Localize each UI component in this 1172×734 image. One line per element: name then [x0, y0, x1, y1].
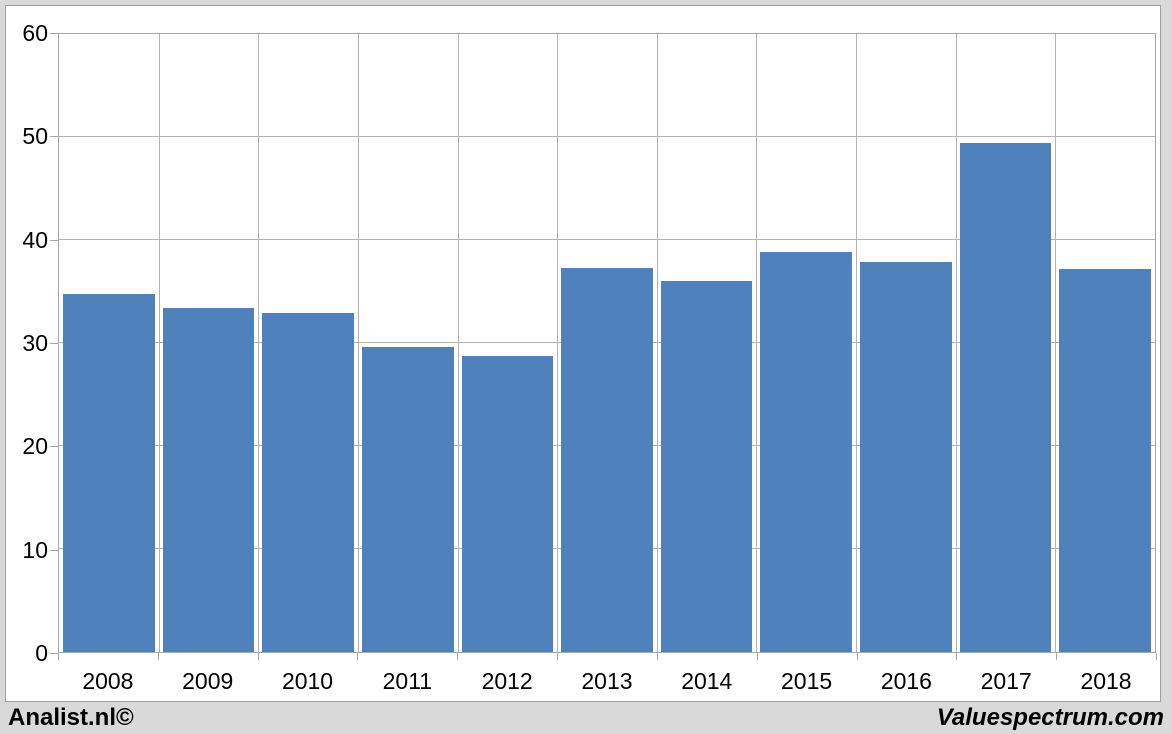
footer-brand-analist: Analist.nl©	[8, 704, 134, 731]
bar-2013	[561, 267, 653, 652]
gridline-vertical	[656, 34, 658, 652]
x-tick-mark	[756, 653, 758, 660]
y-tick-label: 40	[22, 226, 48, 253]
x-tick-mark	[1156, 653, 1157, 660]
y-tick-label: 30	[22, 330, 48, 356]
bar-slot-2008	[59, 34, 159, 652]
bar-2008	[63, 293, 155, 652]
gridline-vertical	[158, 34, 160, 652]
plot-area	[58, 33, 1156, 653]
x-tick-label-2017: 2017	[980, 668, 1032, 694]
x-tick-label-2013: 2013	[581, 668, 633, 694]
bar-slot-2015	[756, 34, 856, 652]
gridline-vertical	[357, 34, 359, 652]
y-tick-mark	[50, 653, 58, 654]
bar-2012	[461, 356, 554, 652]
y-tick-label: 20	[22, 433, 48, 460]
bar-2016	[860, 261, 952, 652]
bar-2018	[1059, 268, 1152, 652]
footer-brand-valuespectrum: Valuespectrum.com	[936, 704, 1164, 731]
y-tick-label: 10	[22, 536, 48, 563]
x-tick-mark	[58, 653, 59, 660]
x-tick-mark	[1056, 653, 1058, 660]
chart-canvas: 0 10 20 30 40 50 60 2008 2009 2010 2011 2012 2013 20…	[5, 5, 1161, 702]
y-tick-mark	[50, 239, 58, 241]
bar-slot-2012	[458, 34, 558, 652]
y-tick-mark	[50, 549, 58, 551]
gridline-vertical	[756, 34, 758, 652]
bar-slot-2013	[557, 34, 657, 652]
x-axis-labels: 2008 2009 2010 2011 2012 2013 2014 2015 2016 2017…	[58, 666, 1156, 696]
x-tick-mark	[157, 653, 159, 660]
x-tick-label-2011: 2011	[382, 668, 433, 694]
y-tick-mark	[50, 136, 58, 138]
x-tick-label-2008: 2008	[82, 668, 134, 694]
gridline-vertical	[1055, 34, 1057, 652]
gridline-vertical	[955, 34, 957, 652]
x-tick-mark	[956, 653, 958, 660]
gridline-vertical	[457, 34, 459, 652]
gridline-vertical	[557, 34, 559, 652]
x-tick-mark	[357, 653, 359, 660]
bar-slot-2014	[657, 34, 757, 652]
x-tick-label-2012: 2012	[481, 668, 533, 694]
x-tick-label-2018: 2018	[1080, 668, 1132, 694]
footer: Analist.nl© Valuespectrum.com	[0, 702, 1172, 734]
bar-slot-2016	[856, 34, 956, 652]
y-tick-mark	[50, 343, 58, 344]
bar-2009	[162, 307, 255, 652]
x-tick-mark	[557, 653, 559, 660]
bar-slot-2010	[258, 34, 358, 652]
y-tick-label: 60	[22, 20, 48, 46]
x-tick-mark	[457, 653, 459, 660]
bar-slot-2017	[956, 34, 1056, 652]
y-tick-label: 0	[35, 640, 48, 666]
y-tick-mark	[50, 33, 58, 34]
y-axis-ticks	[50, 33, 58, 654]
gridline-horizontal	[59, 239, 1155, 240]
x-tick-label-2009: 2009	[182, 668, 234, 694]
y-axis-labels: 0 10 20 30 40 50 60	[6, 20, 48, 666]
x-tick-mark	[856, 653, 858, 660]
bar-series	[59, 34, 1155, 652]
x-tick-mark	[257, 653, 259, 660]
y-tick-mark	[50, 446, 58, 448]
bar-2010	[262, 313, 354, 652]
bar-2017	[959, 143, 1052, 652]
bar-2011	[361, 347, 454, 652]
gridline-vertical	[856, 34, 858, 652]
x-tick-mark	[656, 653, 658, 660]
bar-slot-2018	[1055, 34, 1155, 652]
x-tick-label-2014: 2014	[681, 668, 733, 694]
x-tick-label-2015: 2015	[781, 668, 833, 694]
bar-slot-2009	[159, 34, 259, 652]
x-axis-ticks	[58, 653, 1157, 660]
bar-2015	[760, 252, 853, 652]
bar-slot-2011	[358, 34, 458, 652]
gridline-vertical	[258, 34, 260, 652]
x-tick-label-2010: 2010	[281, 668, 334, 694]
x-tick-label-2016: 2016	[880, 668, 932, 694]
bar-2014	[660, 281, 753, 652]
gridline-horizontal	[59, 136, 1155, 137]
y-tick-label: 50	[22, 123, 48, 150]
